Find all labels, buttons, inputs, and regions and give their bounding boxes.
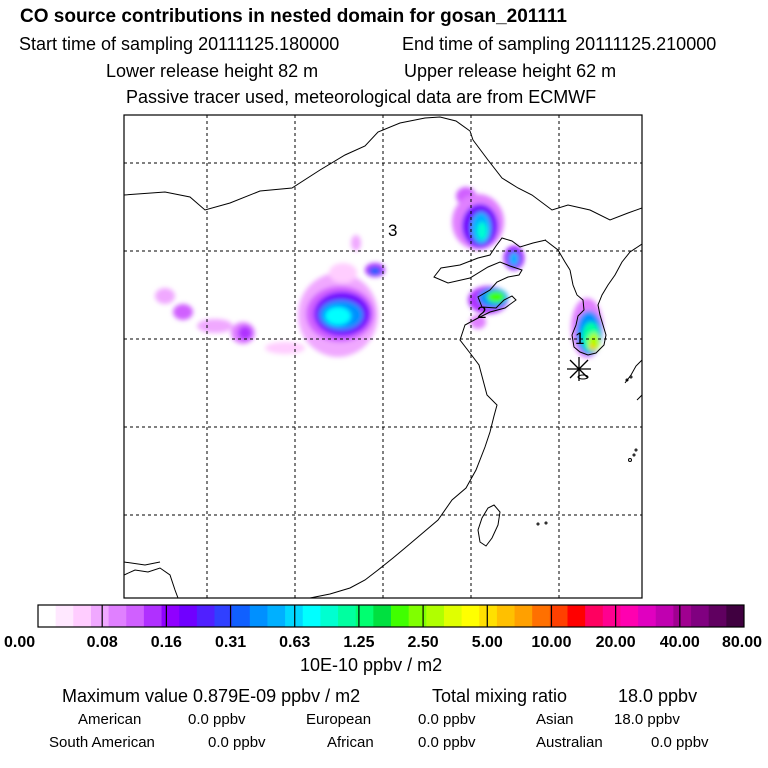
colorbar-cell: [496, 605, 516, 627]
colorbar-tick-label: 80.00: [722, 634, 762, 651]
region-label-1: 1: [575, 329, 584, 348]
colorbar-cell: [673, 605, 692, 627]
source-name-south-american: South American: [49, 734, 155, 751]
source-value-african: 0.0 ppbv: [418, 734, 476, 751]
colorbar-cell: [585, 605, 604, 627]
colorbar-cell: [108, 605, 127, 627]
colorbar-cell: [461, 605, 480, 627]
source-name-african: African: [327, 734, 374, 751]
colorbar-cell: [567, 605, 586, 627]
upper-release-height: Upper release height 62 m: [404, 61, 617, 81]
colorbar-cell: [90, 605, 110, 627]
concentration-plumes: [155, 187, 603, 358]
start-time-label: Start time of sampling 20111125.180000: [19, 34, 340, 54]
source-name-australian: Australian: [536, 734, 603, 751]
source-name-european: European: [306, 711, 372, 728]
colorbar-tick-label: 0.16: [151, 634, 182, 651]
colorbar-cell: [638, 605, 657, 627]
colorbar-tick-label: 10.00: [531, 634, 571, 651]
colorbar-cell: [161, 605, 180, 627]
end-time-label: End time of sampling 20111125.210000: [402, 34, 717, 54]
colorbar-cell: [179, 605, 198, 627]
colorbar-cell: [708, 605, 727, 627]
total-mixing-label: Total mixing ratio: [432, 686, 568, 706]
colorbar-cell: [302, 605, 321, 627]
colorbar-cell: [391, 605, 410, 627]
source-value-australian: 0.0 ppbv: [651, 734, 709, 751]
colorbar-tick-label: 0.08: [87, 634, 118, 651]
colorbar-cell: [620, 605, 639, 627]
colorbar-cell: [532, 605, 551, 627]
colorbar-tick-label: 1.25: [343, 634, 374, 651]
lat-lon-grid: [124, 115, 642, 598]
lower-release-height: Lower release height 82 m: [106, 61, 319, 81]
colorbar-cell: [38, 605, 57, 627]
region-label-3: 3: [388, 221, 397, 240]
colorbar-cell: [602, 605, 621, 627]
colorbar-tick-label: 2.50: [408, 634, 439, 651]
colorbar-tick-label: 0.31: [215, 634, 246, 651]
colorbar-cell: [479, 605, 498, 627]
colorbar-cell: [214, 605, 233, 627]
plot-title: CO source contributions in nested domain…: [20, 6, 567, 27]
colorbar-cell: [338, 605, 357, 627]
colorbar-cell: [443, 605, 463, 627]
source-name-asian: Asian: [536, 711, 574, 728]
colorbar-cell: [73, 605, 92, 627]
colorbar-tick-label: 0.00: [4, 634, 35, 651]
colorbar-cell: [196, 605, 215, 627]
colorbar-cell: [549, 605, 568, 627]
colorbar-cell: [320, 605, 339, 627]
region-label-2: 2: [477, 303, 486, 322]
max-value-label: Maximum value 0.879E-09 ppbv / m2: [62, 686, 361, 706]
tracer-info: Passive tracer used, meteorological data…: [126, 87, 597, 107]
colorbar-cell: [408, 605, 427, 627]
colorbar-tick-label: 5.00: [472, 634, 503, 651]
source-value-asian: 18.0 ppbv: [614, 711, 680, 728]
colorbar-cell: [655, 605, 674, 627]
colorbar-cell: [267, 605, 286, 627]
colorbar-cell: [126, 605, 145, 627]
colorbar-cell: [249, 605, 268, 627]
colorbar-cell: [691, 605, 710, 627]
colorbar-cell: [232, 605, 251, 627]
colorbar-cell: [514, 605, 533, 627]
colorbar-tick-label: 40.00: [660, 634, 700, 651]
colorbar-cell: [426, 605, 445, 627]
colorbar-cell: [143, 605, 163, 627]
coastlines: [124, 116, 642, 598]
source-value-south-american: 0.0 ppbv: [208, 734, 266, 751]
total-mixing-value: 18.0 ppbv: [618, 686, 698, 706]
star-icon: [567, 357, 591, 381]
colorbar-tick-label: 20.00: [596, 634, 636, 651]
colorbar-cell: [355, 605, 374, 627]
colorbar-cell: [373, 605, 392, 627]
source-name-american: American: [78, 711, 142, 728]
source-value-european: 0.0 ppbv: [418, 711, 476, 728]
source-value-american: 0.0 ppbv: [188, 711, 246, 728]
map-frame: [123, 114, 643, 599]
colorbar-cell: [55, 605, 74, 627]
colorbar-cell: [726, 605, 745, 627]
colorbar-tick-label: 0.63: [279, 634, 310, 651]
colorbar-unit: 10E-10 ppbv / m2: [300, 655, 443, 675]
